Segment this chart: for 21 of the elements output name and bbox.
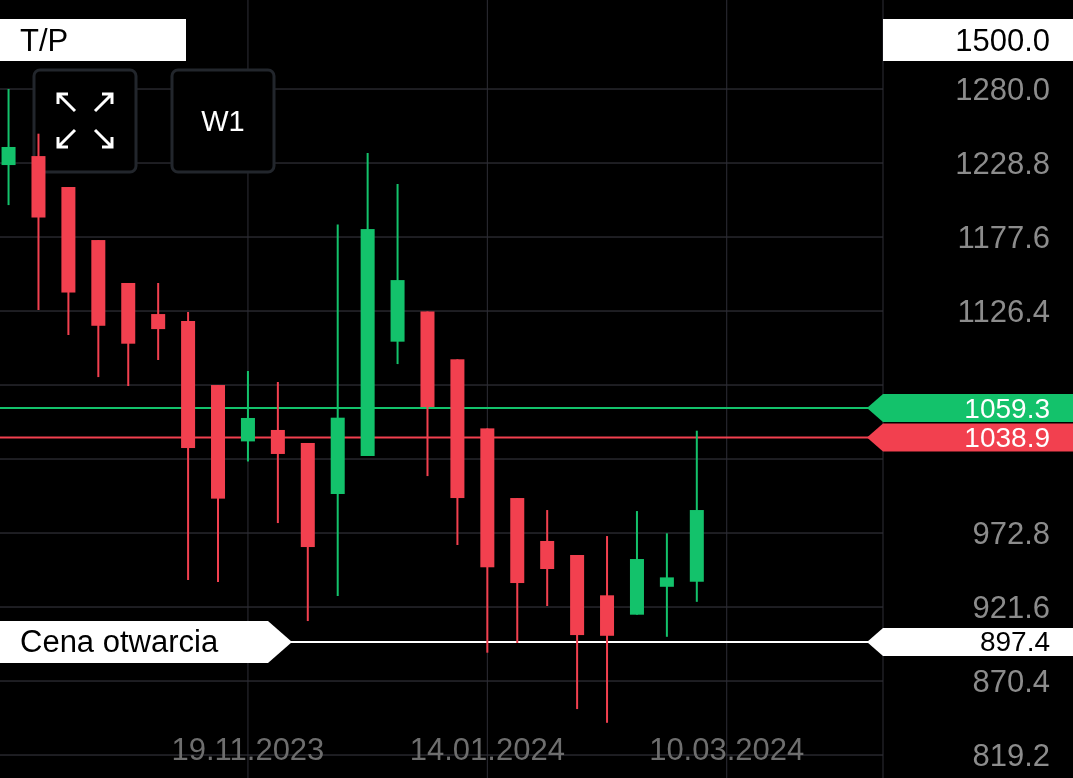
annotation: T/P: [20, 22, 69, 58]
ref-line-label: 1038.9: [964, 421, 1050, 453]
candlestick: [151, 281, 166, 362]
y-tick-label: 972.8: [972, 515, 1050, 551]
ref-line-label: 1059.3: [964, 392, 1050, 424]
x-tick-label: 10.03.2024: [649, 732, 805, 767]
y-tick-label: 870.4: [972, 663, 1050, 699]
candlestick: [659, 532, 674, 638]
y-tick-label: 819.2: [972, 737, 1050, 773]
annotation: W1: [201, 105, 245, 137]
candlestick: [1, 88, 16, 207]
annotation: 1500.0: [955, 22, 1050, 58]
annotation: Cena otwarcia: [20, 624, 219, 660]
y-tick-label: 1228.8: [955, 145, 1050, 181]
ref-line-label: 897.4: [979, 626, 1050, 658]
x-tick-label: 19.11.2023: [171, 732, 325, 767]
y-tick-label: 921.6: [972, 589, 1050, 625]
y-tick-label: 1177.6: [957, 219, 1050, 255]
y-tick-label: 1280.0: [955, 71, 1050, 107]
y-tick-label: 1126.4: [957, 293, 1050, 329]
x-tick-label: 14.01.2024: [409, 732, 565, 767]
